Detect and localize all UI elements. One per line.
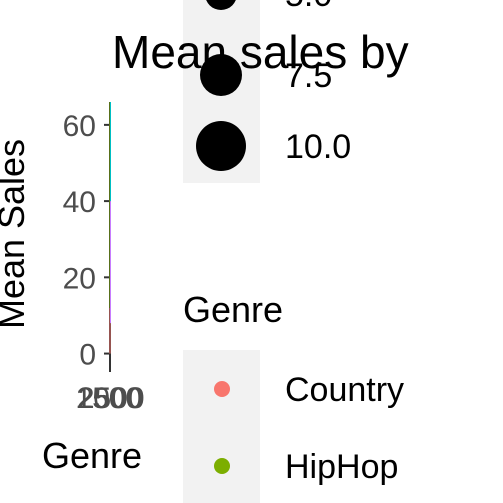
x-tick-label: 1500 (75, 382, 142, 415)
size-legend: 5.0 7.5 10.0 (196, 0, 351, 171)
color-legend-key-hiphop (214, 458, 230, 474)
color-legend-key-country (214, 381, 230, 397)
y-tick-label: 0 (79, 339, 96, 372)
chart-title: Mean sales by (112, 26, 409, 78)
size-legend-key (196, 121, 246, 171)
y-tick-label: 20 (63, 262, 96, 295)
color-legend-label: HipHop (285, 448, 398, 486)
x-axis-label: Genre (42, 435, 142, 476)
series-lines (109, 102, 111, 354)
y-tick-label: 60 (63, 110, 96, 143)
x-tick-label: 2500 (78, 382, 145, 415)
size-legend-label: 7.5 (285, 57, 332, 95)
y-axis-ticks: 0 20 40 60 (63, 110, 110, 372)
size-legend-label: 5.0 (285, 0, 332, 14)
size-legend-label: 10.0 (285, 128, 351, 166)
x-tick-label: 2000 (77, 382, 144, 415)
y-axis-label: Mean Sales (0, 139, 32, 329)
color-legend-label: Country (285, 371, 404, 409)
size-legend-key (200, 54, 242, 96)
size-legend-key (206, 0, 236, 10)
color-legend-title: Genre (183, 289, 283, 330)
color-legend-keys-background (183, 350, 260, 503)
color-legend: Country HipHop (214, 371, 404, 486)
y-tick-label: 40 (63, 186, 96, 219)
